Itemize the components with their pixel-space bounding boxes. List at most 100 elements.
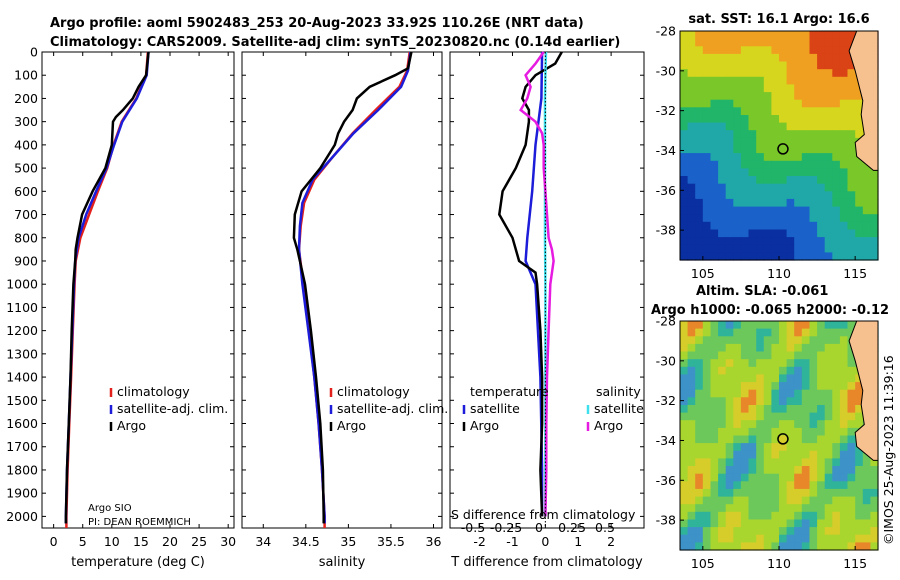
- map-cell: [794, 214, 803, 223]
- map-cell: [733, 137, 742, 147]
- map-cell: [839, 496, 849, 505]
- map-cell: [832, 46, 841, 55]
- map-cell: [702, 168, 711, 177]
- map-cell: [779, 183, 788, 192]
- map-cell: [817, 321, 826, 330]
- map-cell: [847, 458, 856, 467]
- map-cell: [725, 115, 734, 124]
- map-cell: [748, 420, 757, 429]
- sst-map-title: sat. SST: 16.1 Argo: 16.6: [688, 12, 869, 27]
- map-cell: [817, 69, 826, 78]
- map-cell: [771, 359, 780, 368]
- map-cell: [847, 374, 856, 383]
- map-cell: [809, 237, 818, 246]
- map-cell: [817, 237, 826, 246]
- map-cell: [786, 160, 795, 169]
- map-cell: [839, 420, 849, 429]
- map-cell: [862, 542, 871, 551]
- map-cell: [748, 130, 757, 139]
- map-cell: [809, 336, 818, 345]
- map-cell: [740, 504, 750, 513]
- map-cell: [680, 206, 689, 215]
- map-cell: [824, 69, 833, 78]
- map-cell: [870, 466, 879, 475]
- map-cell: [839, 145, 849, 154]
- map-cell: [839, 389, 849, 398]
- map-cell: [695, 527, 704, 536]
- map-cell: [702, 137, 711, 147]
- map-cell: [809, 107, 818, 116]
- map-cell: [771, 214, 780, 223]
- map-cell: [794, 130, 803, 139]
- map-cell: [748, 504, 757, 513]
- map-cell: [710, 343, 719, 353]
- map-cell: [695, 160, 704, 169]
- map-cell: [710, 107, 719, 116]
- map-cell: [847, 99, 856, 108]
- map-cell: [779, 53, 788, 63]
- map-cell: [756, 519, 765, 528]
- map-cell: [832, 405, 841, 414]
- map-cell: [687, 496, 696, 505]
- map-cell: [779, 450, 788, 459]
- map-cell: [756, 183, 765, 192]
- map-cell: [740, 168, 750, 177]
- map-cell: [847, 198, 856, 208]
- map-cell: [748, 519, 757, 528]
- map-cell: [733, 92, 742, 101]
- map-cell: [847, 153, 856, 162]
- map-cell: [710, 511, 719, 520]
- map-cell: [725, 435, 734, 444]
- map-cell: [801, 351, 810, 360]
- map-cell: [771, 511, 780, 520]
- map-cell: [801, 435, 810, 444]
- map-cell: [687, 92, 696, 101]
- map-cell: [725, 84, 734, 93]
- map-cell: [718, 168, 727, 177]
- map-cell: [756, 38, 765, 47]
- map-cell: [687, 176, 696, 185]
- map-cell: [847, 130, 856, 139]
- map-cell: [756, 115, 765, 124]
- y-tick-label: 1900: [6, 486, 38, 501]
- x-tick-label: 10: [104, 534, 120, 549]
- map-cell: [725, 160, 734, 169]
- map-cell: [779, 321, 788, 330]
- map-cell: [763, 84, 772, 93]
- map-cell: [733, 145, 742, 154]
- map-cell: [824, 221, 833, 230]
- map-cell: [824, 511, 833, 520]
- map-cell: [710, 534, 719, 543]
- map-cell: [687, 252, 696, 261]
- map-cell: [733, 443, 742, 452]
- map-cell: [748, 153, 757, 162]
- map-cell: [710, 519, 719, 528]
- map-cell: [740, 397, 750, 406]
- map-cell: [809, 69, 818, 78]
- y-tick-label: -36: [656, 183, 676, 198]
- series-line-argo: [64, 51, 150, 524]
- map-cell: [839, 229, 849, 238]
- map-cell: [817, 366, 826, 375]
- map-cell: [809, 137, 818, 147]
- map-cell: [756, 443, 765, 452]
- map-cell: [809, 229, 818, 238]
- map-cell: [756, 92, 765, 101]
- map-cell: [680, 488, 689, 498]
- map-cell: [786, 115, 795, 124]
- map-cell: [801, 374, 810, 383]
- map-cell: [748, 412, 757, 421]
- map-cell: [756, 328, 765, 337]
- map-cell: [710, 76, 719, 85]
- map-cell: [725, 473, 734, 482]
- map-cell: [763, 252, 772, 261]
- map-cell: [794, 450, 803, 459]
- map-cell: [832, 359, 841, 368]
- map-cell: [733, 366, 742, 375]
- map-cell: [748, 61, 757, 70]
- map-cell: [687, 382, 696, 391]
- map-cell: [817, 504, 826, 513]
- map-cell: [748, 229, 757, 238]
- map-cell: [725, 321, 734, 330]
- map-cell: [733, 412, 742, 421]
